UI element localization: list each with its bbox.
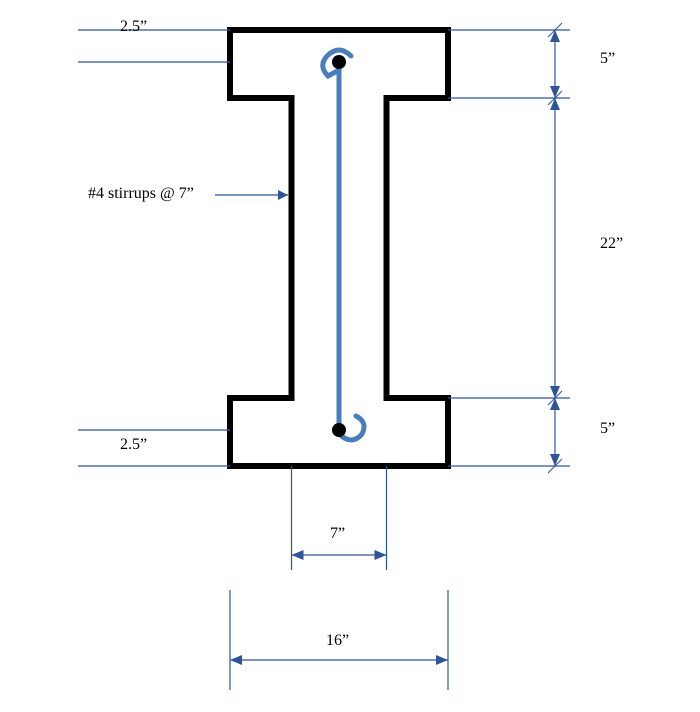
top-cover-label: 2.5”	[120, 18, 147, 36]
dim-top-flange-arrow-up	[550, 30, 560, 42]
web-height-label: 22”	[600, 235, 623, 253]
bottom-flange-height-label: 5”	[600, 420, 615, 438]
bottom-rebar	[332, 423, 346, 437]
dim-top-flange-arrow-dn	[550, 86, 560, 98]
section-drawing	[0, 0, 700, 712]
dim-web-width-arrow-r	[375, 550, 387, 560]
top-flange-height-label: 5”	[600, 50, 615, 68]
dim-flange-width-arrow-l	[230, 655, 242, 665]
stirrup	[323, 50, 364, 440]
dim-flange-width-arrow-r	[436, 655, 448, 665]
flange-width-label: 16”	[326, 632, 349, 650]
dim-web-width-arrow-l	[292, 550, 304, 560]
dim-bot-flange-arrow-up	[550, 398, 560, 410]
stirrup-note-label: #4 stirrups @ 7”	[88, 185, 194, 203]
dim-web-arrow-up	[550, 98, 560, 110]
web-width-label: 7”	[330, 525, 345, 543]
dim-web-arrow-dn	[550, 386, 560, 398]
top-rebar	[332, 55, 346, 69]
stirrup-arrow-head	[278, 190, 288, 200]
dim-bot-flange-arrow-dn	[550, 454, 560, 466]
bottom-cover-label: 2.5”	[120, 436, 147, 454]
